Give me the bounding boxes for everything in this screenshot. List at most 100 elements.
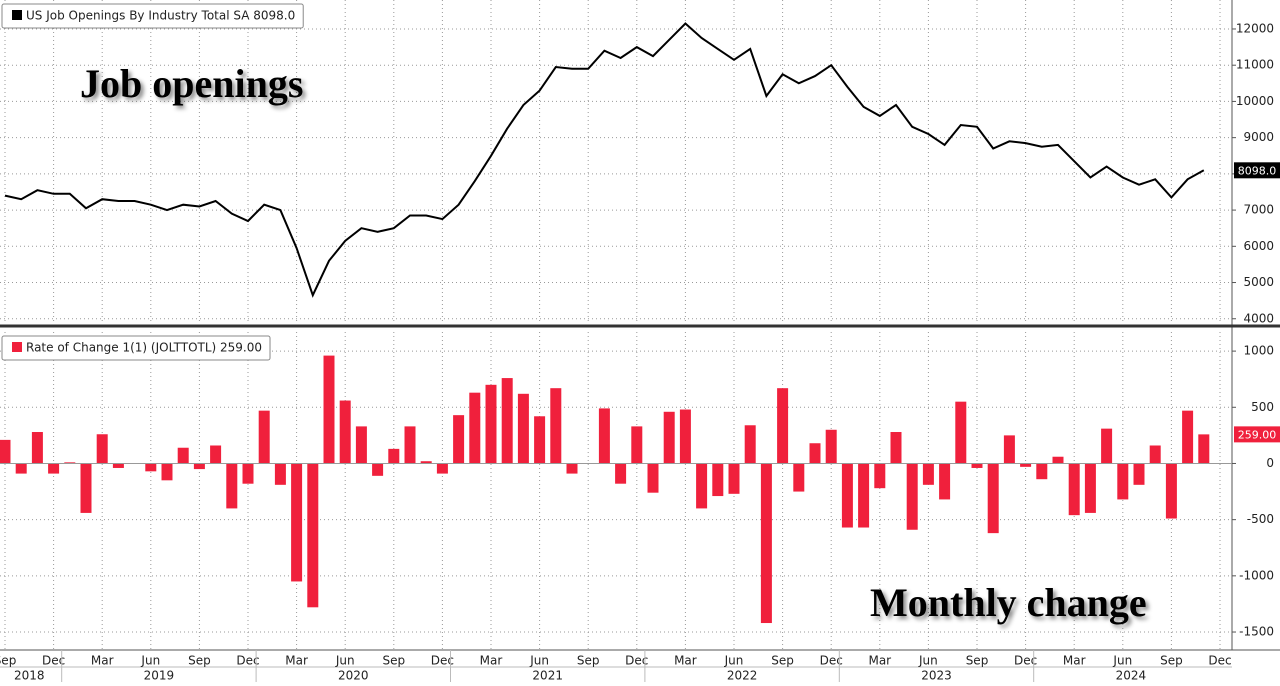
x-tick-label: Sep xyxy=(1160,654,1183,668)
bar xyxy=(712,463,724,497)
y-tick-label: -500 xyxy=(1247,512,1274,526)
bar xyxy=(777,388,789,464)
x-tick-label: Jun xyxy=(140,654,160,668)
x-group-label: 2023 xyxy=(921,669,952,683)
x-group-label: 2018 xyxy=(14,669,45,683)
bar xyxy=(971,463,983,468)
legend-box xyxy=(1,335,271,361)
bar xyxy=(598,408,610,464)
bar xyxy=(15,463,27,474)
bar xyxy=(242,463,254,484)
legend-swatch xyxy=(12,342,22,352)
x-tick-label: Jun xyxy=(918,654,938,668)
bar xyxy=(1084,463,1096,513)
legend-swatch xyxy=(12,10,22,20)
bar xyxy=(145,463,157,472)
bar xyxy=(372,463,384,476)
bar xyxy=(307,463,319,608)
bar xyxy=(339,400,351,464)
bar xyxy=(258,410,270,464)
bar xyxy=(696,463,708,509)
bar xyxy=(760,463,772,624)
y-tick-label: 9000 xyxy=(1243,130,1274,144)
bar xyxy=(922,463,934,485)
x-tick-label: Mar xyxy=(91,654,114,668)
bar xyxy=(355,426,367,464)
x-group-label: 2019 xyxy=(144,669,175,683)
bar xyxy=(420,461,432,464)
bar xyxy=(485,384,497,464)
x-tick-label: Sep xyxy=(188,654,211,668)
bar xyxy=(793,463,805,492)
x-tick-label: Jun xyxy=(335,654,355,668)
x-tick-label: Mar xyxy=(1063,654,1086,668)
x-tick-label: Dec xyxy=(1208,654,1231,668)
bar xyxy=(987,463,999,534)
bar xyxy=(323,355,335,464)
x-group-label: 2024 xyxy=(1116,669,1147,683)
bar xyxy=(291,463,303,582)
y-tick-label: 4000 xyxy=(1243,311,1274,325)
bar xyxy=(566,463,578,474)
bar xyxy=(404,426,416,464)
x-tick-label: Sep xyxy=(382,654,405,668)
bar xyxy=(64,462,76,464)
bar xyxy=(453,415,465,464)
bar xyxy=(1068,463,1080,516)
bar xyxy=(939,463,951,500)
x-tick-label: Sep xyxy=(771,654,794,668)
x-tick-label: Sep xyxy=(966,654,989,668)
y-tick-label: 5000 xyxy=(1243,275,1274,289)
bar xyxy=(550,388,562,464)
bar xyxy=(31,432,43,464)
bar xyxy=(274,463,286,485)
bar xyxy=(1101,428,1113,464)
bar xyxy=(647,463,659,493)
y-tick-label: 10000 xyxy=(1236,94,1274,108)
bar xyxy=(161,463,173,481)
y-tick-label: -1500 xyxy=(1239,625,1274,639)
bar xyxy=(1165,463,1177,519)
value-badge xyxy=(1234,426,1280,443)
annotation: Monthly change xyxy=(870,580,1147,625)
bar xyxy=(210,445,222,464)
bar xyxy=(1198,434,1210,464)
x-tick-label: Mar xyxy=(674,654,697,668)
value-badge-label: 259.00 xyxy=(1238,428,1277,441)
bar xyxy=(809,443,821,464)
annotation: Job openings xyxy=(80,61,303,106)
y-tick-label: 1000 xyxy=(1243,344,1274,358)
bar xyxy=(631,426,643,464)
x-tick-label: Dec xyxy=(42,654,65,668)
y-tick-label: -1000 xyxy=(1239,568,1274,582)
y-tick-label: 0 xyxy=(1266,456,1274,470)
bar xyxy=(615,463,627,484)
bar xyxy=(955,401,967,464)
bar xyxy=(874,463,886,489)
value-badge-label: 8098.0 xyxy=(1238,164,1277,177)
bar xyxy=(388,448,400,464)
x-group-label: 2021 xyxy=(532,669,563,683)
x-tick-label: Sep xyxy=(577,654,600,668)
x-tick-label: Mar xyxy=(868,654,891,668)
bar xyxy=(193,463,205,470)
legend-label: Rate of Change 1(1) (JOLTTOTL) 259.00 xyxy=(26,341,262,355)
bar xyxy=(825,429,837,464)
bar xyxy=(1036,463,1048,480)
bar xyxy=(1182,410,1194,464)
x-tick-label: Mar xyxy=(285,654,308,668)
x-group-label: 2020 xyxy=(338,669,369,683)
x-tick-label: Sep xyxy=(0,654,16,668)
y-tick-label: 7000 xyxy=(1243,203,1274,217)
bar xyxy=(517,393,529,464)
bar xyxy=(112,463,124,468)
value-badge xyxy=(1234,162,1280,179)
bar xyxy=(501,378,513,464)
bar xyxy=(744,425,756,464)
bar xyxy=(436,463,448,474)
x-tick-label: Jun xyxy=(1112,654,1132,668)
legend-box xyxy=(1,3,304,29)
x-tick-label: Dec xyxy=(1014,654,1037,668)
bar xyxy=(1003,435,1015,464)
